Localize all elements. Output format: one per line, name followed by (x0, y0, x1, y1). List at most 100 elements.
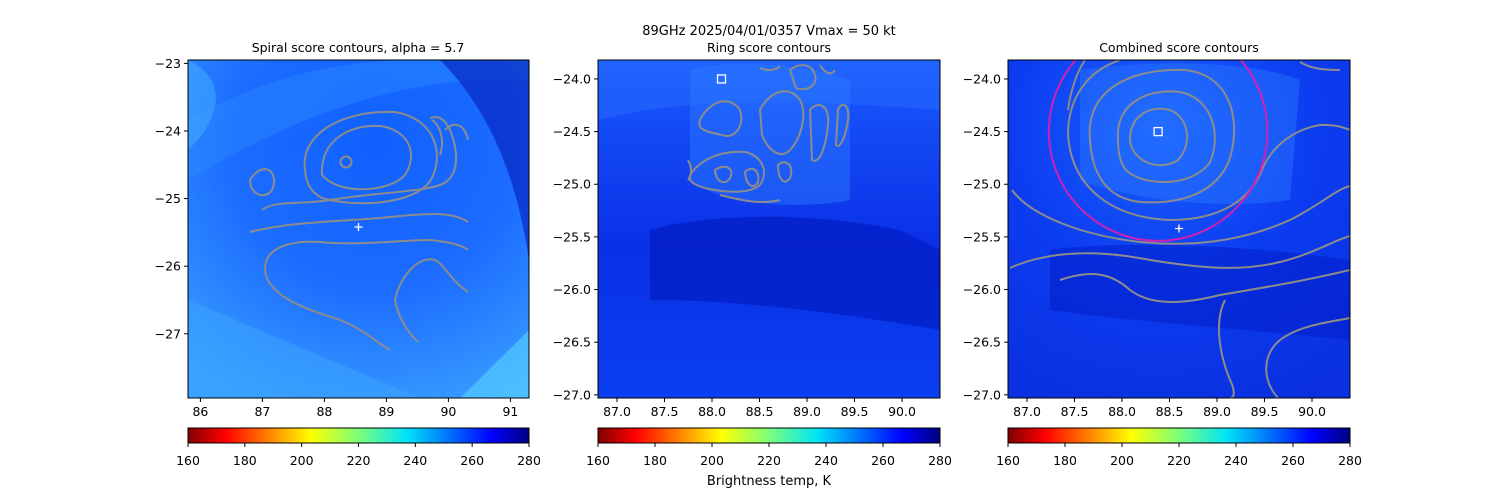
xticks-ring: 87.0 87.5 88.0 88.5 89.0 89.5 90.0 (603, 398, 916, 419)
contour-line (834, 103, 850, 147)
x-tick-label: 87.5 (651, 404, 679, 419)
markers-combined (1153, 126, 1183, 233)
contour-line (698, 100, 743, 137)
contour-line (248, 168, 275, 197)
contour-line (776, 161, 793, 183)
colorbar-tick-label: 260 (871, 453, 895, 468)
contour-line (687, 159, 692, 181)
contour-line (394, 258, 469, 301)
colorbar-tick-label: 240 (403, 453, 427, 468)
yticks-ring: −24.0 −24.5 −25.0 −25.5 −26.0 −26.5 −27.0 (553, 71, 598, 402)
contour-line (264, 238, 469, 277)
heatmap-texture-spiral (188, 60, 529, 398)
colorbar-tick-label: 260 (460, 453, 484, 468)
colorbar-tick-label: 160 (996, 453, 1020, 468)
contour-line (1128, 107, 1189, 167)
y-tick-label: −27.0 (553, 387, 591, 402)
colorbar-tick-label: 260 (1281, 453, 1305, 468)
colorbar-tick-label: 160 (176, 453, 200, 468)
x-tick-label: 89.5 (1251, 404, 1279, 419)
colorbar-ticks-ring: 160 180 200 220 240 260 280 (586, 443, 952, 468)
y-tick-label: −24.5 (553, 124, 591, 139)
y-tick-label: −26.5 (553, 335, 591, 350)
contours-spiral (248, 110, 469, 351)
x-tick-label: 89 (378, 404, 394, 419)
x-tick-label: 88.5 (1156, 404, 1184, 419)
contour-line (1067, 60, 1086, 111)
x-tick-label: 87.0 (603, 404, 631, 419)
colorbar-tick-label: 280 (928, 453, 952, 468)
contour-line (261, 116, 458, 211)
contour-line (1116, 90, 1216, 184)
x-tick-label: 90.0 (1298, 404, 1326, 419)
axes-frame-ring (597, 59, 941, 399)
colorbar-ring (597, 427, 941, 444)
x-tick-label: 87.5 (1061, 404, 1089, 419)
contour-line (320, 124, 412, 191)
vortex-circle-group (1047, 60, 1269, 242)
colorbar-tick-label: 200 (1110, 453, 1134, 468)
y-tick-label: −24.0 (963, 71, 1001, 86)
heatmap-texture-ring (598, 60, 940, 330)
colorbar-tick-label: 280 (1338, 453, 1362, 468)
contour-line (303, 110, 438, 205)
yticks-spiral: −23 −24 −25 −26 −27 (155, 56, 188, 341)
y-tick-label: −23 (155, 56, 181, 71)
panel-title-combined: Combined score contours (1099, 40, 1259, 55)
panel-title-spiral: Spiral score contours, alpha = 5.7 (252, 40, 465, 55)
colorbar-ticks-spiral: 160 180 200 220 240 260 280 (176, 443, 541, 468)
colorbar-tick-label: 220 (347, 453, 371, 468)
contour-line (265, 275, 391, 351)
colorbar-tick-label: 220 (1167, 453, 1191, 468)
colorbar-tick-label: 280 (517, 453, 541, 468)
contour-line (444, 123, 469, 141)
colorbar-tick-label: 220 (757, 453, 781, 468)
x-tick-label: 91 (502, 404, 518, 419)
x-tick-label: 88 (316, 404, 332, 419)
y-tick-label: −25.5 (553, 229, 591, 244)
colorbar-ticks-combined: 160 180 200 220 240 260 280 (996, 443, 1362, 468)
panel-spiral: Spiral score contours, alpha = 5.7 86 87 8… (155, 40, 541, 468)
colorbar-spiral (187, 427, 530, 444)
markers-spiral (354, 222, 363, 231)
contour-line (1088, 68, 1236, 204)
y-tick-label: −26.5 (963, 335, 1001, 350)
contour-line (1261, 123, 1350, 171)
y-tick-label: −26.0 (553, 282, 591, 297)
contour-line (688, 150, 765, 193)
contour-line (1067, 134, 1263, 222)
panel-title-ring: Ring score contours (707, 40, 831, 55)
y-tick-label: −25.0 (553, 177, 591, 192)
contour-line (713, 165, 733, 184)
xticks-spiral: 86 87 88 89 90 91 (192, 398, 518, 419)
heatmap-texture-combined (1050, 63, 1350, 340)
center-square-marker (1153, 126, 1163, 137)
y-tick-label: −24.5 (963, 124, 1001, 139)
colorbar-tick-label: 200 (700, 453, 724, 468)
contour-line (788, 64, 817, 91)
colorbar-tick-label: 180 (233, 453, 257, 468)
center-square-marker (716, 74, 727, 84)
colorbar-combined (1007, 427, 1351, 444)
x-tick-label: 89.0 (1203, 404, 1231, 419)
colorbar-tick-label: 240 (814, 453, 838, 468)
vortex-circle (1047, 60, 1269, 242)
y-tick-label: −25.0 (963, 177, 1001, 192)
y-tick-label: −27 (155, 326, 181, 341)
center-plus-marker (1175, 224, 1183, 233)
colorbar-tick-label: 180 (643, 453, 667, 468)
x-tick-label: 86 (192, 404, 208, 419)
y-tick-label: −24 (155, 123, 181, 138)
panel-combined: Combined score contours 87.0 87.5 88.0 88. (963, 40, 1362, 468)
contour-line (249, 213, 469, 233)
contour-line (339, 155, 353, 169)
x-tick-label: 89.0 (793, 404, 821, 419)
y-tick-label: −24.0 (553, 71, 591, 86)
figure-suptitle: 89GHz 2025/04/01/0357 Vmax = 50 kt (642, 24, 896, 39)
contour-line (1265, 317, 1350, 398)
y-tick-label: −26.0 (963, 282, 1001, 297)
contour-line (758, 90, 805, 155)
center-plus-marker (354, 222, 363, 231)
y-tick-label: −25.5 (963, 229, 1001, 244)
y-tick-label: −27.0 (963, 387, 1001, 402)
